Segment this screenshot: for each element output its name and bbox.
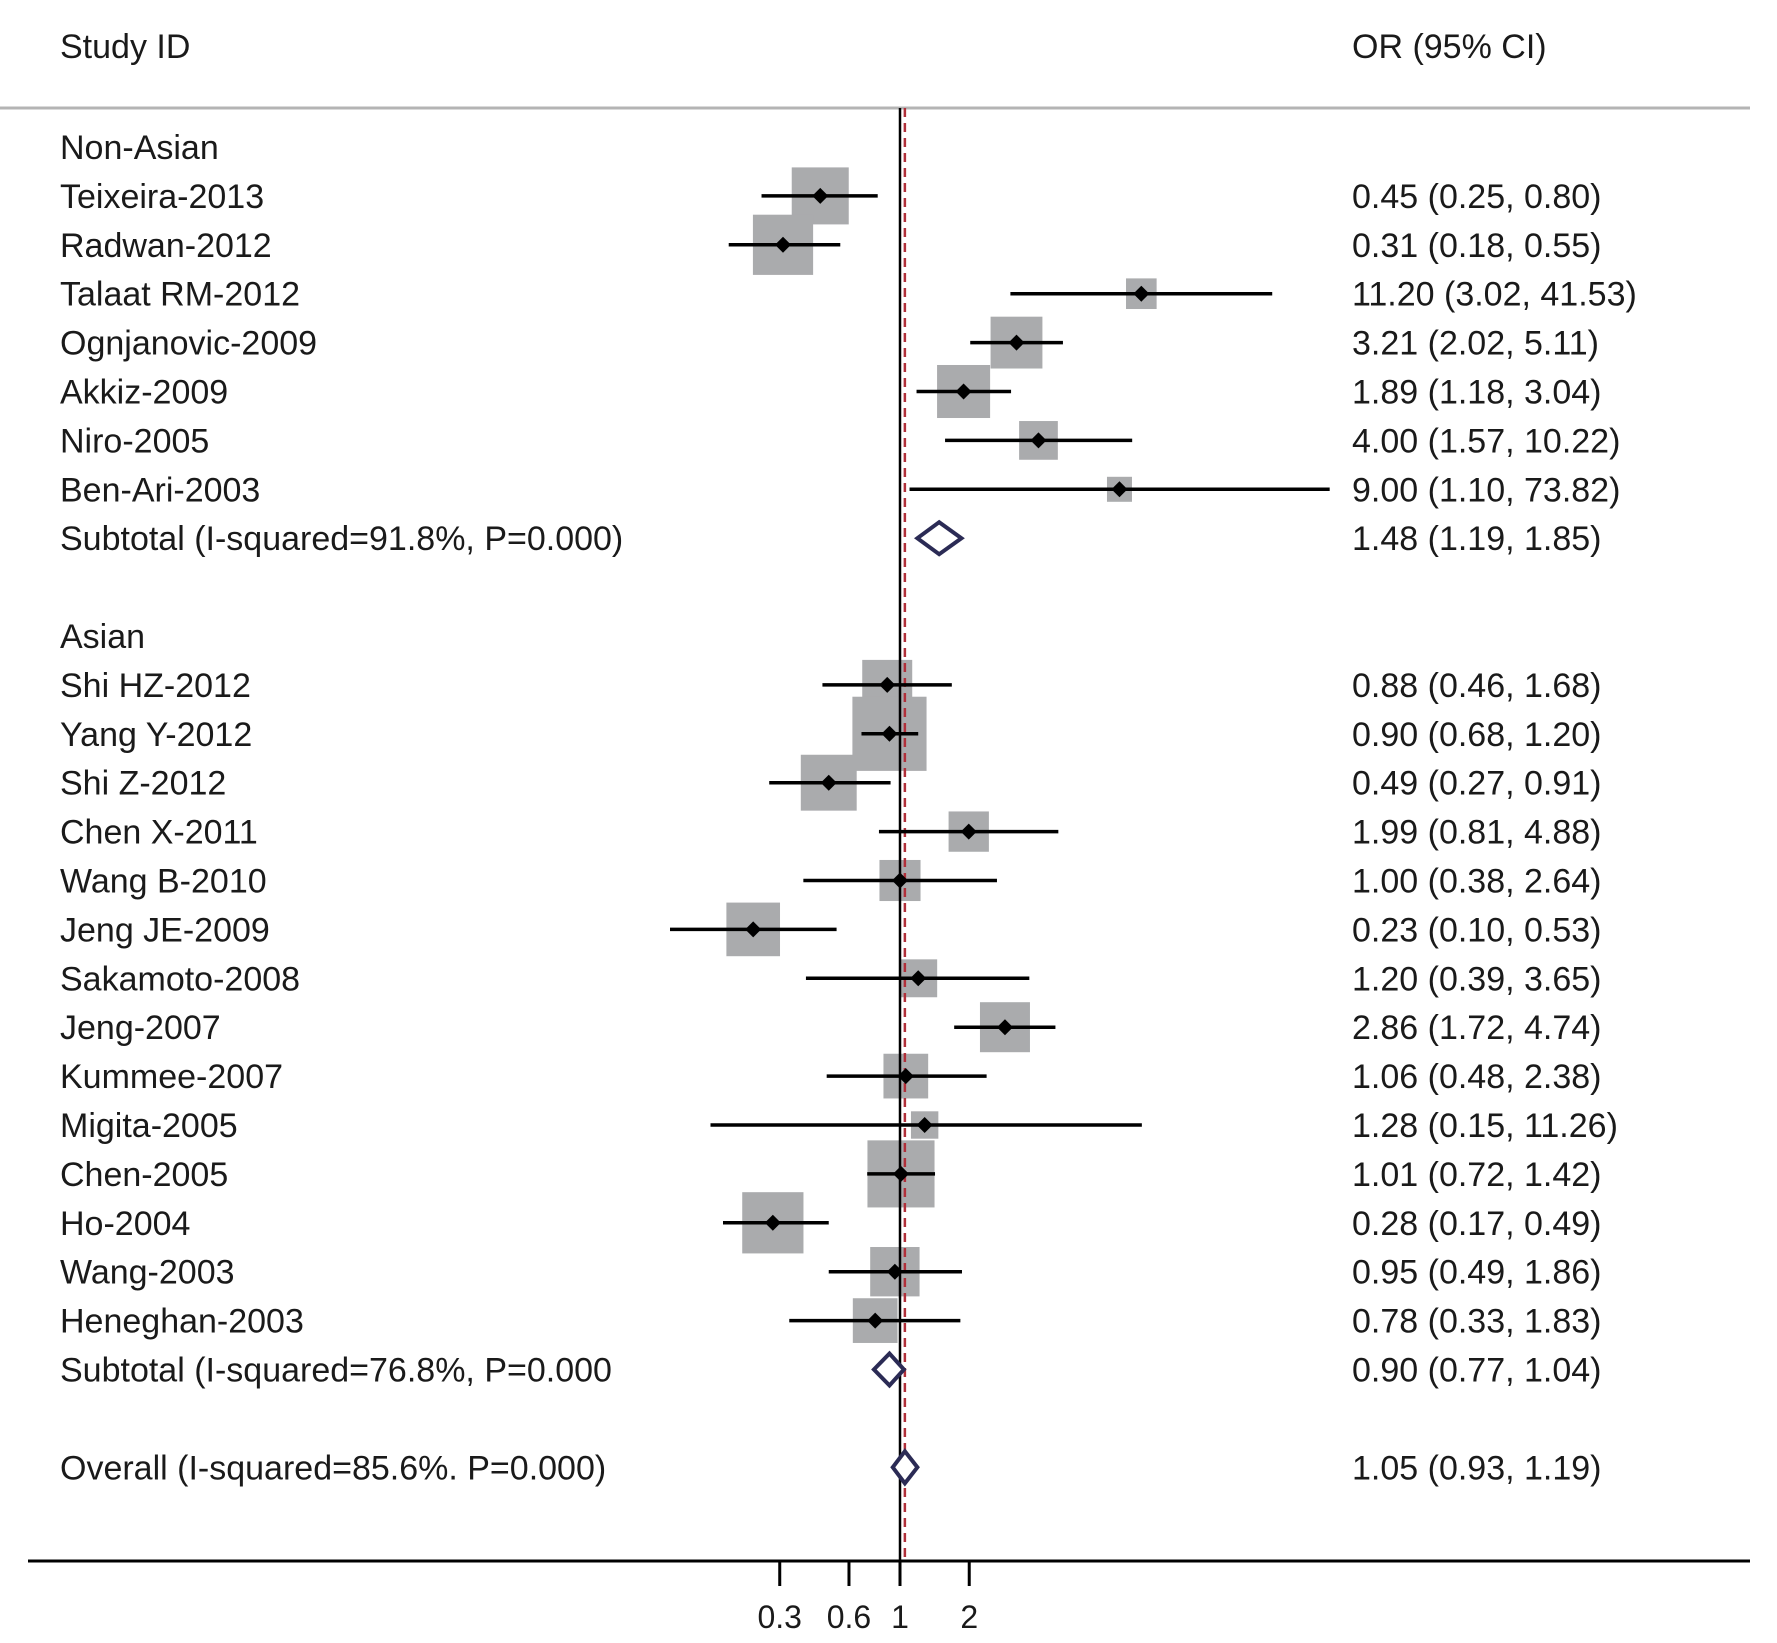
point-estimate xyxy=(1008,334,1025,351)
subtotal-diamond xyxy=(913,519,965,557)
study-ci-text: 0.95 (0.49, 1.86) xyxy=(1352,1254,1602,1292)
point-estimate xyxy=(960,823,977,840)
study-label: Jeng-2007 xyxy=(60,1009,221,1047)
study-ci-text: 4.00 (1.57, 10.22) xyxy=(1352,422,1620,460)
study-ci-text: 1.00 (0.38, 2.64) xyxy=(1352,863,1602,901)
study-label: Ben-Ari-2003 xyxy=(60,471,260,509)
point-estimate xyxy=(812,187,829,204)
study-ci-text: 0.28 (0.17, 0.49) xyxy=(1352,1205,1602,1243)
header-or-ci: OR (95% CI) xyxy=(1352,28,1547,66)
point-estimate xyxy=(879,676,896,693)
group-label: Non-Asian xyxy=(60,129,219,167)
study-label: Niro-2005 xyxy=(60,422,209,460)
point-estimate xyxy=(916,1117,933,1133)
study-label: Talaat RM-2012 xyxy=(60,276,300,314)
point-estimate xyxy=(886,1263,903,1280)
study-label: Chen-2005 xyxy=(60,1156,228,1194)
overall-ci-text: 1.05 (0.93, 1.19) xyxy=(1352,1449,1602,1487)
study-ci-text: 1.89 (1.18, 3.04) xyxy=(1352,374,1602,412)
overall-label: Overall (I-squared=85.6%. P=0.000) xyxy=(60,1449,606,1487)
study-label: Shi HZ-2012 xyxy=(60,667,251,705)
study-label: Jeng JE-2009 xyxy=(60,911,270,949)
point-estimate xyxy=(996,1019,1013,1036)
point-estimate xyxy=(775,236,792,253)
study-ci-text: 1.06 (0.48, 2.38) xyxy=(1352,1058,1602,1096)
study-label: Teixeira-2013 xyxy=(60,178,264,216)
study-ci-text: 0.31 (0.18, 0.55) xyxy=(1352,227,1602,265)
study-ci-text: 1.01 (0.72, 1.42) xyxy=(1352,1156,1602,1194)
point-estimate xyxy=(881,725,898,742)
study-ci-text: 2.86 (1.72, 4.74) xyxy=(1352,1009,1602,1047)
study-ci-text: 0.49 (0.27, 0.91) xyxy=(1352,765,1602,803)
overall-diamond xyxy=(890,1448,920,1487)
group-label: Asian xyxy=(60,618,145,656)
point-estimate xyxy=(745,921,762,938)
study-ci-text: 3.21 (2.02, 5.11) xyxy=(1352,325,1599,363)
subtotal-label: Subtotal (I-squared=91.8%, P=0.000) xyxy=(60,520,623,558)
point-estimate xyxy=(955,383,972,400)
study-label: Akkiz-2009 xyxy=(60,374,228,412)
subtotal-diamond xyxy=(871,1350,907,1389)
point-estimate xyxy=(867,1312,884,1329)
point-estimate xyxy=(1030,432,1047,449)
study-label: Wang-2003 xyxy=(60,1254,235,1292)
study-label: Wang B-2010 xyxy=(60,863,267,901)
study-label: Radwan-2012 xyxy=(60,227,272,265)
study-label: Kummee-2007 xyxy=(60,1058,283,1096)
study-ci-text: 1.99 (0.81, 4.88) xyxy=(1352,814,1602,852)
study-ci-text: 0.78 (0.33, 1.83) xyxy=(1352,1303,1602,1341)
study-label: Sakamoto-2008 xyxy=(60,960,300,998)
point-estimate xyxy=(1111,481,1128,498)
point-estimate xyxy=(1133,285,1150,302)
study-ci-text: 0.23 (0.10, 0.53) xyxy=(1352,911,1602,949)
x-axis: 0.3 0.6 1 2 xyxy=(757,1561,978,1635)
point-estimate xyxy=(897,1068,914,1085)
x-tick-label: 0.3 xyxy=(757,1599,801,1635)
study-ci-text: 0.90 (0.68, 1.20) xyxy=(1352,716,1602,754)
point-estimate xyxy=(820,774,837,791)
study-label: Shi Z-2012 xyxy=(60,765,226,803)
study-label: Ho-2004 xyxy=(60,1205,190,1243)
study-ci-text: 1.28 (0.15, 11.26) xyxy=(1352,1107,1618,1145)
study-label: Heneghan-2003 xyxy=(60,1303,304,1341)
study-label: Chen X-2011 xyxy=(60,814,258,852)
study-ci-text: 1.20 (0.39, 3.65) xyxy=(1352,960,1602,998)
study-ci-text: 11.20 (3.02, 41.53) xyxy=(1352,276,1637,314)
subtotal-ci-text: 0.90 (0.77, 1.04) xyxy=(1352,1352,1602,1390)
study-ci-text: 9.00 (1.10, 73.82) xyxy=(1352,471,1620,509)
header-study-id: Study ID xyxy=(60,28,190,66)
x-tick-label: 0.6 xyxy=(827,1599,871,1635)
point-estimate xyxy=(892,872,908,889)
study-label: Yang Y-2012 xyxy=(60,716,252,754)
study-ci-text: 0.88 (0.46, 1.68) xyxy=(1352,667,1602,705)
study-label: Ognjanovic-2009 xyxy=(60,325,317,363)
point-estimate xyxy=(910,970,927,987)
subtotal-ci-text: 1.48 (1.19, 1.85) xyxy=(1352,520,1602,558)
point-estimate xyxy=(892,1165,909,1182)
x-tick-label: 2 xyxy=(960,1599,978,1635)
subtotal-label: Subtotal (I-squared=76.8%, P=0.000 xyxy=(60,1352,612,1390)
study-label: Migita-2005 xyxy=(60,1107,238,1145)
x-tick-label: 1 xyxy=(891,1599,909,1635)
rows-layer: Non-Asian Teixeira-2013 0.45 (0.25, 0.80) R… xyxy=(60,108,1637,1561)
study-ci-text: 0.45 (0.25, 0.80) xyxy=(1352,178,1602,216)
point-estimate xyxy=(764,1214,781,1231)
